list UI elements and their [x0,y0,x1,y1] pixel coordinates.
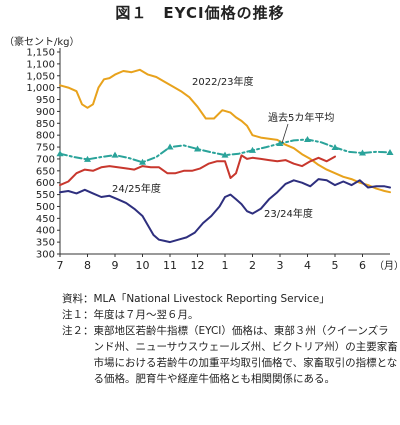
series-line-3 [59,154,336,187]
note-source-label: 資料： [62,293,94,305]
x-tick-label: 11 [163,259,177,272]
x-tick-label: 5 [332,259,339,272]
series-label-3: 24/25年度 [112,182,161,195]
x-tick-label: 10 [136,259,150,272]
series-marker-1 [386,149,394,156]
y-tick-label: 300 [36,250,55,261]
series-marker-1 [194,145,201,152]
x-axis-label: （月） [374,260,400,272]
y-tick-label: 700 [36,154,55,165]
y-tick-label: 1,150 [26,48,55,59]
y-tick-label: 800 [36,131,55,142]
x-tick-label: 9 [112,259,119,272]
x-tick-label: 3 [277,259,284,272]
series-marker-1 [56,150,64,157]
y-tick-label: 600 [36,178,55,189]
series-marker-1 [84,155,91,162]
note-2-text: 東部地区若齢牛指標（EYCI）価格は、東部３州（クイーンズランド州、ニューサウス… [93,325,398,385]
y-tick-label: 750 [36,143,55,154]
y-tick-label: 450 [36,214,55,225]
series-label-1: 過去5カ年平均 [268,111,334,124]
series-marker-1 [359,149,366,156]
figure-title: 図１ EYCI価格の推移 [115,4,285,22]
note-2: 注２： 東部地区若齢牛指標（EYCI）価格は、東部３州（クイーンズランド州、ニュ… [62,323,398,387]
y-tick-label: 650 [36,166,55,177]
series-marker-1 [276,139,284,146]
note-source-text: MLA「National Livestock Reporting Service… [93,293,330,305]
series-marker-1 [221,151,229,158]
x-tick-label: 12 [191,259,205,272]
series-line-1 [59,138,391,164]
note-source: 資料： MLA「National Livestock Reporting Ser… [62,291,398,307]
series-marker-1 [249,146,256,153]
y-tick-label: 550 [36,190,55,201]
series-marker-1 [139,158,146,165]
x-tick-label: 7 [57,259,64,272]
x-tick-label: 1 [222,259,229,272]
x-tick-label: 6 [359,259,366,272]
series-line-2 [59,178,391,244]
series-marker-1 [304,135,311,142]
y-tick-label: 400 [36,226,55,237]
eyci-line-chart: （豪セント/kg）3003504004505005506006507007508… [4,35,400,272]
series-line-0 [59,68,391,194]
y-tick-label: 850 [36,119,55,130]
x-tick-label: 4 [304,259,311,272]
notes-block: 資料： MLA「National Livestock Reporting Ser… [62,291,398,387]
note-1-label: 注１： [62,309,94,321]
y-axis-label: （豪セント/kg） [4,35,80,48]
series-marker-1 [166,143,174,150]
y-tick-label: 1,050 [26,71,55,82]
x-tick-label: 2 [249,259,256,272]
series-marker-1 [111,151,119,158]
note-1: 注１： 年度は７月～翌６月。 [62,307,398,323]
series-label-0: 2022/23年度 [192,75,254,88]
series-label-2: 23/24年度 [264,207,313,220]
series-label-leader [281,123,289,144]
y-tick-label: 900 [36,107,55,118]
y-tick-label: 500 [36,202,55,213]
y-tick-label: 1,000 [26,83,55,94]
series-marker-1 [331,144,339,151]
y-tick-label: 1,100 [26,59,55,70]
x-tick-label: 8 [84,259,91,272]
y-tick-label: 950 [36,95,55,106]
note-1-text: 年度は７月～翌６月。 [93,309,199,321]
note-2-label: 注２： [62,325,94,337]
y-tick-label: 350 [36,238,55,249]
